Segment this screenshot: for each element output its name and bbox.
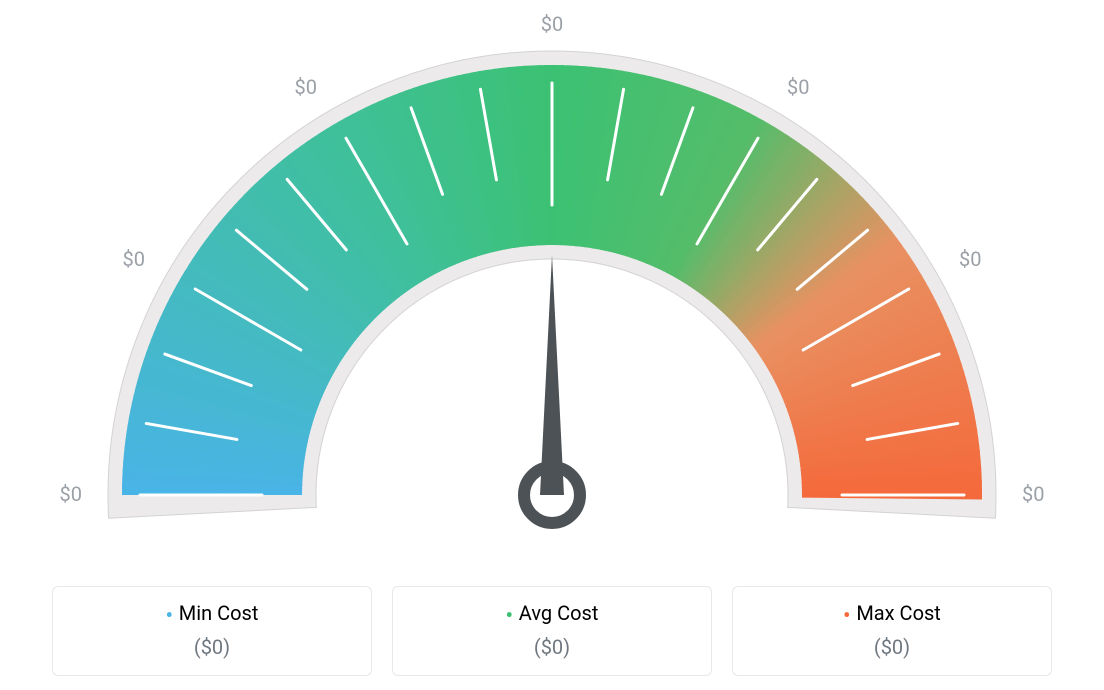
legend-value-min: ($0)	[53, 635, 371, 659]
legend-row: •Min Cost ($0) •Avg Cost ($0) •Max Cost …	[0, 586, 1104, 676]
gauge-tick-label: $0	[60, 482, 82, 506]
legend-label-avg: Avg Cost	[519, 601, 599, 625]
legend-card-max: •Max Cost ($0)	[732, 586, 1052, 676]
gauge-svg: $0 $0 $0 $0 $0 $0 $0	[52, 10, 1052, 570]
legend-title-max: •Max Cost	[733, 601, 1051, 627]
gauge-tick-label: $0	[787, 75, 809, 99]
gauge-tick-label: $0	[295, 75, 317, 99]
legend-label-max: Max Cost	[856, 601, 941, 625]
legend-dot-max: •	[843, 603, 850, 627]
legend-dot-min: •	[166, 603, 173, 627]
gauge-tick-label: $0	[541, 12, 563, 36]
legend-label-min: Min Cost	[179, 601, 259, 625]
legend-title-min: •Min Cost	[53, 601, 371, 627]
gauge-tick-label: $0	[122, 247, 144, 271]
legend-card-min: •Min Cost ($0)	[52, 586, 372, 676]
legend-value-avg: ($0)	[393, 635, 711, 659]
legend-value-max: ($0)	[733, 635, 1051, 659]
gauge-chart: $0 $0 $0 $0 $0 $0 $0	[52, 10, 1052, 570]
legend-card-avg: •Avg Cost ($0)	[392, 586, 712, 676]
legend-dot-avg: •	[506, 603, 513, 627]
legend-title-avg: •Avg Cost	[393, 601, 711, 627]
gauge-tick-label: $0	[1022, 482, 1044, 506]
gauge-tick-label: $0	[959, 247, 981, 271]
